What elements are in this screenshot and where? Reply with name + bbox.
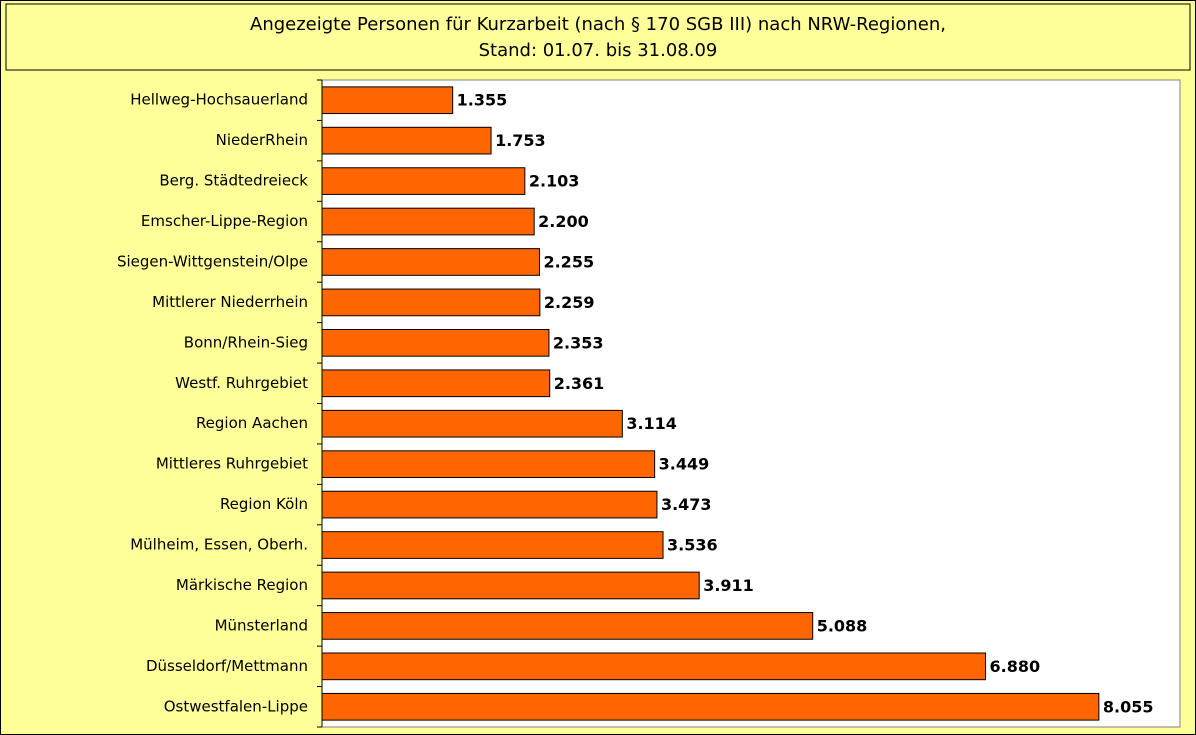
y-tick-label: Emscher-Lippe-Region bbox=[141, 212, 308, 230]
bar bbox=[321, 571, 700, 600]
y-tick-label: Hellweg-Hochsauerland bbox=[130, 91, 308, 109]
y-tick-label: Mittleres Ruhrgebiet bbox=[156, 455, 308, 473]
data-label: 2.103 bbox=[529, 172, 580, 191]
data-label: 2.255 bbox=[543, 252, 594, 271]
bar bbox=[321, 652, 987, 681]
y-tick-label: Siegen-Wittgenstein/Olpe bbox=[117, 252, 308, 270]
chart-subtitle: Stand: 01.07. bis 31.08.09 bbox=[479, 40, 718, 61]
bar bbox=[321, 167, 526, 195]
y-tick-label: Berg. Städtedreieck bbox=[159, 172, 308, 190]
y-tick-label: Mülheim, Essen, Oberh. bbox=[130, 536, 308, 554]
bar bbox=[321, 692, 1100, 721]
bar bbox=[321, 288, 541, 317]
y-tick-label: Mittlerer Niederrhein bbox=[152, 293, 308, 311]
data-label: 6.880 bbox=[990, 657, 1041, 676]
bar bbox=[321, 450, 656, 479]
bar bbox=[321, 612, 814, 640]
data-label: 3.473 bbox=[661, 495, 712, 514]
data-label: 5.088 bbox=[817, 616, 868, 635]
bar bbox=[321, 328, 550, 357]
y-tick-label: Märkische Region bbox=[176, 576, 308, 594]
y-tick-label: Region Köln bbox=[220, 495, 308, 513]
y-tick-label: Münsterland bbox=[215, 616, 308, 634]
y-tick-label: NiederRhein bbox=[216, 131, 308, 149]
data-label: 1.753 bbox=[495, 131, 546, 150]
data-label: 8.055 bbox=[1103, 697, 1154, 716]
y-tick-label: Düsseldorf/Mettmann bbox=[146, 657, 308, 675]
data-label: 2.361 bbox=[554, 374, 605, 393]
data-label: 2.200 bbox=[538, 212, 589, 231]
chart-title: Angezeigte Personen für Kurzarbeit (nach… bbox=[250, 14, 946, 35]
data-label: 1.355 bbox=[457, 91, 508, 110]
data-label: 3.114 bbox=[626, 414, 677, 433]
data-label: 2.353 bbox=[553, 333, 604, 352]
bar bbox=[321, 86, 454, 115]
bar bbox=[321, 531, 664, 559]
bar bbox=[321, 126, 492, 155]
y-tick-label: Ostwestfalen-Lippe bbox=[164, 697, 308, 715]
bar bbox=[321, 207, 535, 236]
title-box bbox=[5, 3, 1191, 71]
y-tick-label: Westf. Ruhrgebiet bbox=[175, 374, 308, 392]
data-label: 3.536 bbox=[667, 536, 718, 555]
bar bbox=[321, 409, 623, 438]
y-tick-label: Region Aachen bbox=[196, 414, 308, 432]
bar bbox=[321, 490, 658, 519]
data-label: 3.449 bbox=[659, 455, 710, 474]
data-label: 3.911 bbox=[703, 576, 754, 595]
bar bbox=[321, 248, 540, 276]
y-tick-label: Bonn/Rhein-Sieg bbox=[184, 333, 308, 351]
bar bbox=[321, 369, 551, 398]
data-label: 2.259 bbox=[544, 293, 595, 312]
